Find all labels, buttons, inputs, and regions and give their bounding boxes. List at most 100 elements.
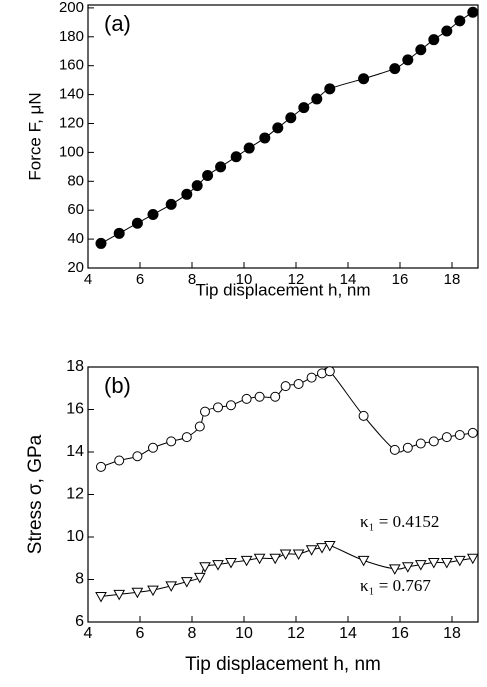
y-tick-label: 80 bbox=[67, 172, 84, 189]
x-tick-label: 16 bbox=[392, 271, 409, 288]
data-point bbox=[285, 112, 297, 124]
data-point bbox=[147, 209, 159, 221]
data-point bbox=[441, 432, 452, 443]
data-point bbox=[428, 34, 440, 46]
x-tick-label: 6 bbox=[136, 271, 144, 288]
data-point bbox=[298, 102, 310, 114]
x-tick-label: 16 bbox=[391, 625, 409, 642]
data-point bbox=[324, 366, 335, 377]
x-tick-label: 14 bbox=[340, 271, 357, 288]
x-tick-label: 12 bbox=[287, 625, 305, 642]
y-tick-label: 120 bbox=[59, 114, 84, 131]
data-point bbox=[293, 379, 304, 389]
x-axis-label: Tip displacement h, nm bbox=[185, 654, 381, 675]
data-point bbox=[467, 6, 479, 18]
data-point bbox=[180, 577, 193, 588]
data-point bbox=[323, 541, 336, 552]
annotation: κ₁ = 0.4152 bbox=[360, 512, 439, 531]
data-point bbox=[311, 93, 323, 105]
data-point bbox=[202, 170, 214, 182]
data-point bbox=[259, 132, 271, 144]
data-point bbox=[272, 122, 284, 134]
data-point bbox=[280, 381, 291, 392]
data-point bbox=[357, 555, 370, 567]
data-point bbox=[96, 461, 106, 472]
x-tick-label: 4 bbox=[84, 625, 93, 642]
data-point bbox=[215, 161, 227, 173]
data-point bbox=[241, 393, 252, 404]
data-point bbox=[358, 73, 370, 85]
data-point bbox=[200, 406, 210, 417]
data-point bbox=[305, 545, 318, 556]
x-tick-label: 10 bbox=[236, 271, 253, 288]
data-point bbox=[269, 553, 282, 565]
panel-label: (b) bbox=[104, 373, 131, 398]
data-point bbox=[389, 444, 400, 455]
y-tick-label: 18 bbox=[66, 358, 84, 375]
x-tick-label: 8 bbox=[188, 625, 197, 642]
y-tick-label: 10 bbox=[66, 528, 84, 545]
data-point bbox=[292, 549, 305, 561]
data-point bbox=[388, 564, 401, 575]
data-point bbox=[114, 455, 125, 466]
data-point bbox=[427, 558, 440, 569]
data-point bbox=[453, 555, 466, 567]
data-point bbox=[428, 436, 439, 447]
x-tick-label: 12 bbox=[288, 271, 305, 288]
data-point bbox=[193, 572, 206, 584]
y-tick-label: 12 bbox=[66, 486, 84, 503]
data-point bbox=[254, 391, 265, 402]
data-point bbox=[414, 560, 427, 571]
y-tick-label: 20 bbox=[67, 259, 84, 276]
data-point bbox=[113, 589, 126, 601]
x-tick-label: 14 bbox=[339, 625, 357, 642]
data-point bbox=[181, 188, 193, 200]
data-point bbox=[226, 400, 236, 411]
data-point bbox=[467, 427, 478, 438]
y-tick-label: 16 bbox=[66, 401, 84, 418]
data-point bbox=[279, 549, 292, 561]
data-point bbox=[440, 558, 453, 569]
data-point bbox=[213, 402, 223, 413]
data-point bbox=[402, 54, 414, 66]
data-point bbox=[441, 25, 453, 37]
data-point bbox=[243, 142, 255, 154]
plot-frame bbox=[87, 4, 479, 269]
y-tick-label: 14 bbox=[66, 443, 84, 460]
data-point bbox=[191, 180, 203, 192]
data-point bbox=[132, 451, 143, 462]
data-point bbox=[165, 581, 178, 592]
data-point bbox=[95, 592, 107, 603]
panel-label: (a) bbox=[104, 11, 131, 36]
data-point bbox=[270, 391, 281, 402]
data-point bbox=[253, 553, 266, 565]
data-point bbox=[131, 587, 144, 599]
y-tick-label: 100 bbox=[59, 143, 84, 160]
y-tick-label: 8 bbox=[75, 571, 84, 588]
data-point bbox=[415, 438, 426, 449]
x-axis-label: Tip displacement h, nm bbox=[195, 280, 370, 299]
data-point bbox=[316, 543, 328, 554]
data-point bbox=[402, 442, 413, 453]
annotation: κ₁ = 0.767 bbox=[360, 576, 431, 595]
x-tick-label: 4 bbox=[84, 271, 92, 288]
data-point bbox=[415, 44, 427, 56]
y-tick-label: 60 bbox=[67, 201, 84, 218]
data-point bbox=[454, 430, 465, 440]
data-point bbox=[147, 585, 159, 597]
x-tick-label: 18 bbox=[443, 625, 461, 642]
data-point bbox=[166, 436, 177, 447]
x-tick-label: 18 bbox=[444, 271, 461, 288]
y-tick-label: 180 bbox=[59, 28, 84, 45]
data-point bbox=[389, 63, 401, 75]
data-point bbox=[95, 237, 107, 249]
data-point bbox=[199, 562, 211, 573]
data-point bbox=[194, 421, 205, 432]
data-point bbox=[358, 410, 369, 421]
data-point bbox=[181, 432, 192, 443]
data-point bbox=[306, 372, 317, 383]
data-point bbox=[131, 217, 143, 229]
y-tick-label: 40 bbox=[67, 230, 84, 247]
data-point bbox=[401, 562, 414, 573]
